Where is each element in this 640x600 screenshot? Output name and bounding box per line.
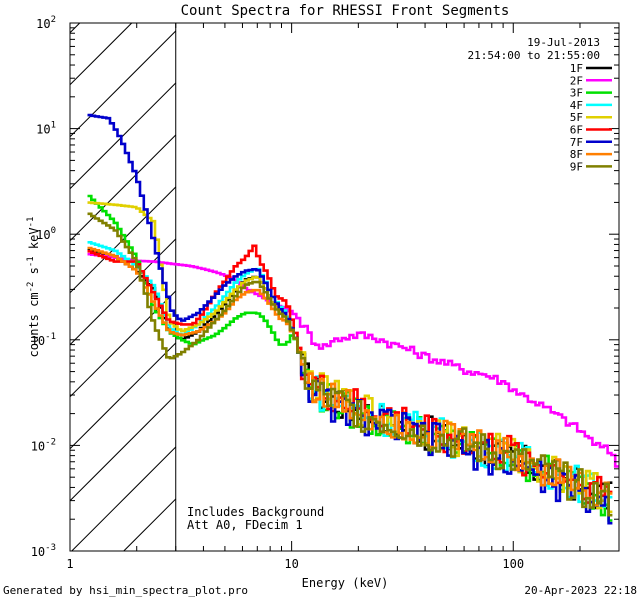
legend-time-range: 21:54:00 to 21:55:00: [468, 49, 600, 62]
x-tick-label: 100: [502, 557, 524, 571]
legend-label-4F: 4F: [570, 99, 583, 112]
x-tick-label: 10: [284, 557, 298, 571]
legend-label-2F: 2F: [570, 74, 583, 87]
excluded-region-hatch: [69, 22, 177, 552]
y-tick-label: 102: [36, 15, 56, 31]
y-axis-label: counts cm-2 s-1 keV-1: [26, 217, 41, 358]
legend-label-7F: 7F: [570, 136, 583, 149]
legend-label-3F: 3F: [570, 87, 583, 100]
footer-timestamp: 20-Apr-2023 22:18: [524, 584, 637, 597]
y-tick-label: 100: [36, 226, 56, 242]
hatch-line: [123, 498, 177, 552]
legend-label-1F: 1F: [570, 62, 583, 75]
hatch-line: [69, 30, 177, 138]
chart-title: Count Spectra for RHESSI Front Segments: [181, 3, 510, 19]
hatch-line: [69, 342, 177, 450]
y-tick-label: 10-2: [31, 437, 56, 453]
note-attenuator: Att A0, FDecim 1: [187, 518, 303, 532]
legend-label-8F: 8F: [570, 148, 583, 161]
x-axis: 1 10 100: [66, 23, 620, 571]
y-tick-label: 10-3: [31, 543, 56, 559]
hatch-line: [69, 394, 177, 502]
series-layer: [87, 113, 619, 525]
hatch-line: [69, 22, 133, 86]
series-line-2F: [87, 252, 619, 468]
y-axis: 10-3 10-2 10-1 100 101 102: [31, 15, 619, 559]
y-tick-label: 101: [36, 121, 56, 137]
series-line-9F: [87, 212, 613, 517]
x-axis-label: Energy (keV): [302, 576, 389, 590]
legend-label-9F: 9F: [570, 160, 583, 173]
legend-label-5F: 5F: [570, 111, 583, 124]
hatch-line: [69, 186, 177, 294]
legend-date: 19-Jul-2013: [527, 36, 600, 49]
hatch-line: [69, 134, 177, 242]
footer-generated-by: Generated by hsi_min_spectra_plot.pro: [3, 584, 248, 597]
y-tick-label: 10-1: [31, 332, 56, 348]
note-background: Includes Background: [187, 505, 324, 519]
hatch-line: [71, 446, 177, 552]
legend-label-6F: 6F: [570, 124, 583, 137]
hatch-line: [69, 82, 177, 190]
plot-frame: [69, 22, 620, 552]
x-tick-label: 1: [66, 557, 73, 571]
